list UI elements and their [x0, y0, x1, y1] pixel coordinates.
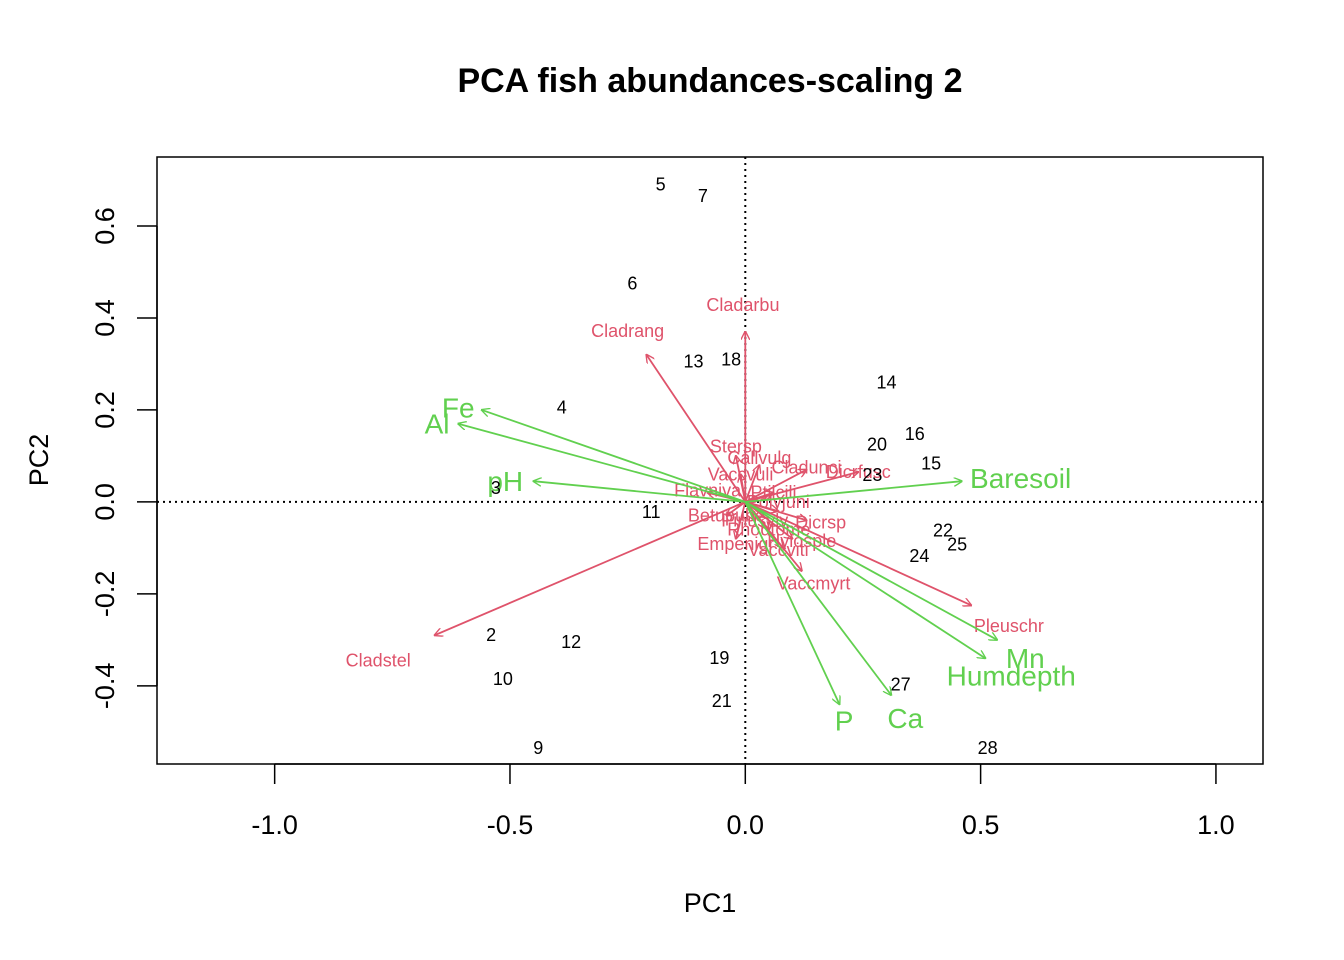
site-label: 13 — [684, 352, 704, 372]
species-label: Cladstel — [346, 651, 411, 671]
environment-label: Fe — [442, 393, 475, 424]
species-arrow — [745, 493, 773, 503]
species-label: Rhodtome — [727, 519, 810, 539]
site-label: 28 — [978, 738, 998, 758]
site-label: 6 — [627, 273, 637, 293]
species-arrow — [646, 355, 747, 503]
site-label: 27 — [891, 674, 911, 694]
site-label: 21 — [712, 691, 732, 711]
environment-arrow — [744, 501, 891, 695]
x-tick-label: -1.0 — [251, 810, 298, 840]
species-label: Vaccviti — [748, 540, 809, 560]
site-label: 4 — [557, 398, 567, 418]
species-label: Dicrfusc — [826, 462, 891, 482]
species-label: Hylosple — [767, 531, 836, 551]
species-arrow — [435, 501, 746, 635]
species-label: Empenigr — [697, 534, 774, 554]
environment-arrow — [745, 481, 961, 503]
environment-arrow — [534, 481, 746, 503]
site-label: 23 — [862, 465, 882, 485]
species-arrow — [745, 472, 858, 503]
site-label: 5 — [656, 175, 666, 195]
environment-arrow — [744, 501, 985, 658]
species-label: Dicrsp — [795, 513, 846, 533]
y-tick-label: -0.4 — [90, 663, 120, 710]
environment-label: Mn — [1006, 643, 1045, 674]
species-arrow — [744, 470, 806, 503]
site-label: 12 — [561, 632, 581, 652]
x-axis-label: PC1 — [684, 888, 737, 918]
site-label: 3 — [491, 478, 501, 498]
x-tick-label: 1.0 — [1197, 810, 1235, 840]
site-label: 18 — [721, 349, 741, 369]
environment-label: P — [835, 705, 854, 736]
species-label: Stersp — [710, 437, 762, 457]
site-label: 10 — [493, 669, 513, 689]
species-label: Vaccvuli — [708, 464, 774, 484]
y-axis: -0.4 -0.2 0.0 0.2 0.4 0.6 — [90, 207, 158, 710]
x-tick-label: -0.5 — [487, 810, 534, 840]
site-label: 19 — [709, 648, 729, 668]
site-label: 15 — [921, 454, 941, 474]
species-arrow — [744, 465, 759, 503]
species-arrow — [741, 474, 746, 503]
site-label: 11 — [642, 502, 661, 522]
species-label: Betupube — [688, 506, 765, 526]
site-label: 22 — [933, 520, 953, 540]
species-arrow — [726, 501, 746, 516]
y-tick-label: 0.2 — [90, 391, 120, 429]
chart-title: PCA fish abundances-scaling 2 — [457, 62, 962, 100]
species-arrow — [736, 501, 747, 539]
environment-arrow — [744, 501, 997, 640]
species-label: Cladrang — [591, 321, 664, 341]
plot-frame — [156, 156, 1264, 765]
species-arrow — [744, 501, 971, 605]
site-label: 7 — [698, 186, 708, 206]
species-label: Callvulg — [727, 448, 791, 468]
y-tick-label: 0.6 — [90, 207, 120, 245]
site-label: 24 — [909, 546, 929, 566]
environment-label: Ca — [887, 703, 923, 734]
site-label: 20 — [867, 434, 887, 454]
site-label: 14 — [876, 372, 896, 392]
x-axis: -1.0 -0.5 0.0 0.5 1.0 — [251, 763, 1235, 840]
species-label: Cladarbu — [706, 295, 779, 315]
site-label: 16 — [905, 424, 925, 444]
site-label: 2 — [486, 625, 496, 645]
y-tick-label: 0.0 — [90, 483, 120, 521]
environment-label: Al — [425, 409, 450, 440]
environment-label: pH — [487, 466, 523, 497]
environment-label: Humdepth — [947, 661, 1076, 692]
site-label: 9 — [533, 738, 543, 758]
x-tick-label: 0.5 — [962, 810, 1000, 840]
environment-arrow — [482, 410, 746, 503]
environment-arrow — [458, 424, 746, 503]
environment-arrow — [744, 501, 839, 704]
environment-label: Baresoil — [970, 463, 1071, 494]
site-label: 25 — [947, 535, 967, 555]
species-arrow — [745, 501, 806, 520]
x-tick-label: 0.0 — [727, 810, 765, 840]
species-label: Vaccmyrt — [777, 573, 851, 593]
y-tick-label: -0.2 — [90, 571, 120, 618]
species-label: Cladunci — [771, 457, 841, 477]
species-arrows: Cladarbu Cladrang Cladstel Pleuschr Vaccmyrt… — [346, 295, 1044, 670]
reference-lines — [157, 157, 1263, 764]
y-tick-label: 0.4 — [90, 299, 120, 337]
species-label: Pleuschr — [974, 616, 1044, 636]
y-axis-label: PC2 — [24, 434, 54, 487]
